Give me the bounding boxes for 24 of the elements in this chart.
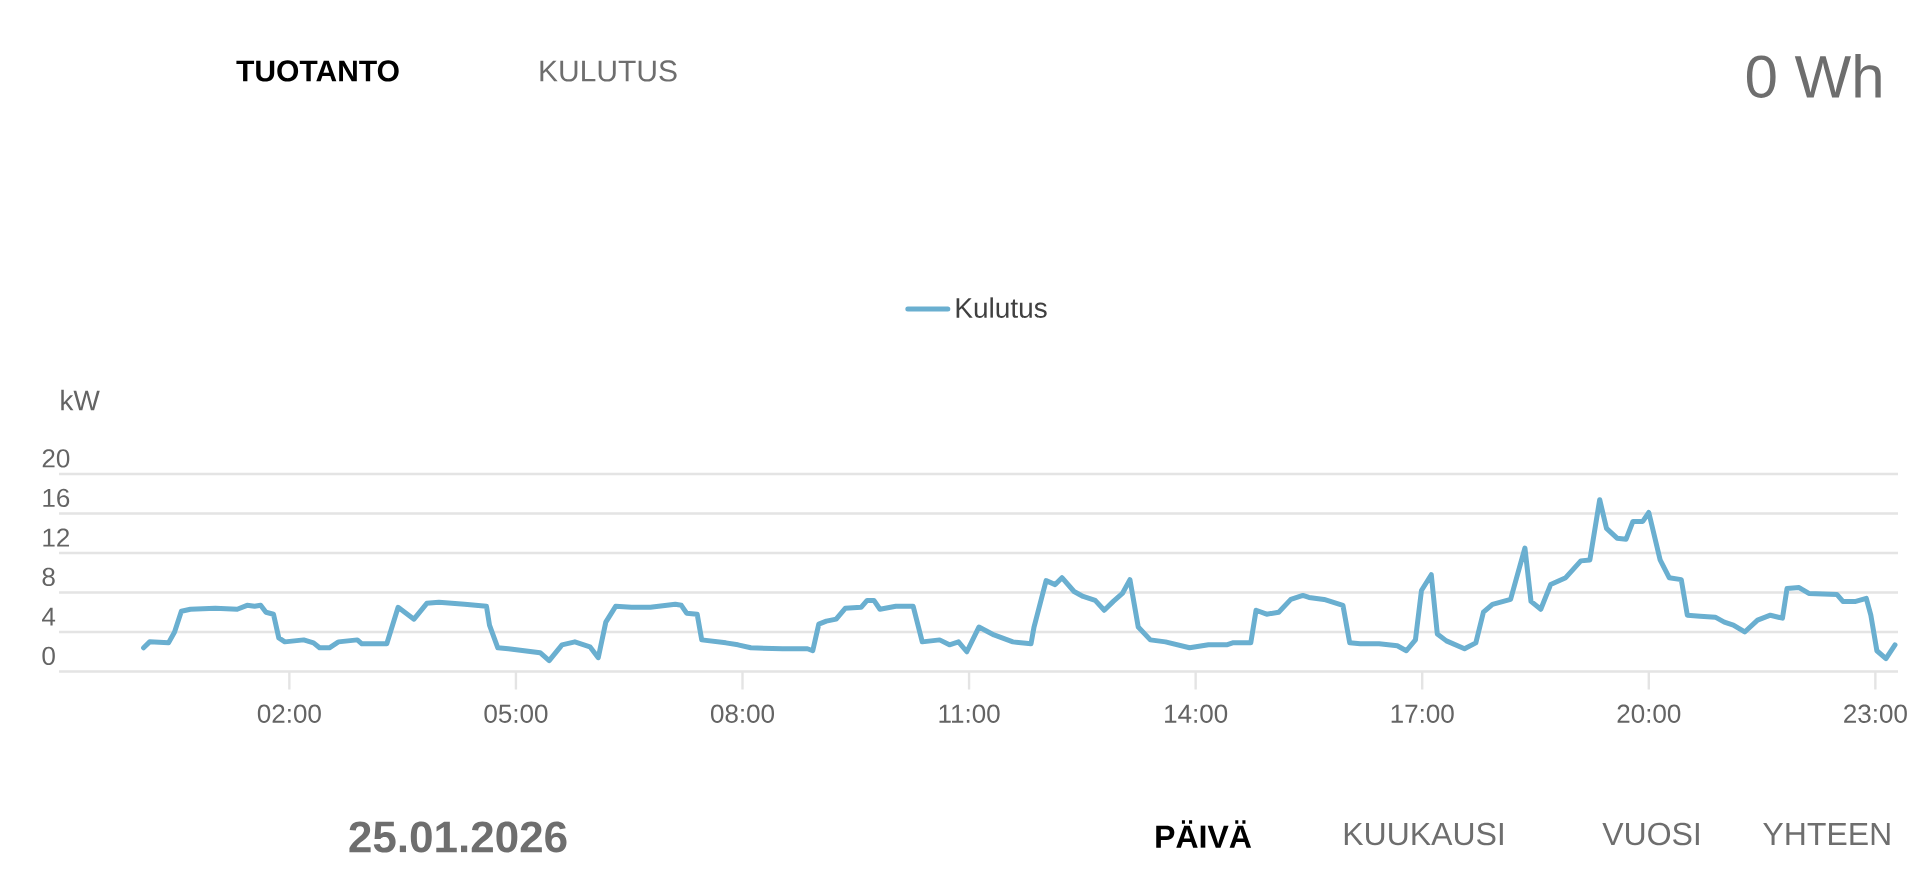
x-tick-label: 08:00 [710, 704, 775, 723]
y-tick-label: 20 [42, 449, 70, 468]
text: 25.01.2026 [349, 821, 567, 853]
x-tick-label: 11:00 [939, 704, 1000, 723]
x-tick-label: 05:00 [484, 704, 548, 723]
text: KULUTUS [540, 60, 677, 82]
y-tick-label: 12 [43, 528, 69, 547]
x-tick-label: 14:00 [1165, 704, 1228, 723]
x-tick-label: 17:00 [1391, 704, 1454, 723]
x-tick-label: 20:00 [1617, 704, 1681, 723]
x-tick-label: 02:00 [257, 704, 321, 723]
text: TUOTANTO [236, 60, 399, 82]
y-tick-label: 4 [42, 607, 56, 626]
y-tick-label: 0 [42, 646, 55, 666]
y-tick-label: 8 [42, 567, 55, 587]
text: KUUKAUSI [1344, 822, 1503, 846]
legend-label: Kulutus [956, 297, 1047, 318]
text: VUOSI [1602, 822, 1699, 846]
y-tick-label: 16 [43, 488, 70, 508]
y-axis-title: kW [61, 389, 100, 411]
text: PÄIVÄ [1156, 820, 1252, 848]
x-tick-label: 23:00 [1844, 704, 1907, 723]
text: 0 Wh [1746, 53, 1881, 99]
text: YHTEEN [1763, 822, 1890, 845]
